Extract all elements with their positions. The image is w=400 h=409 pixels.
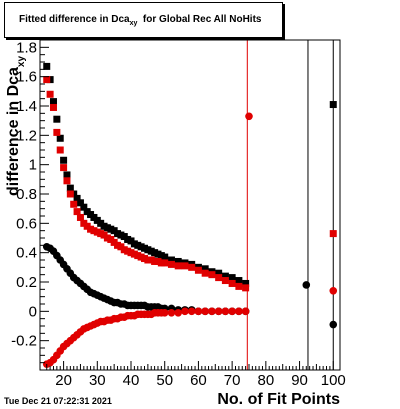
series-2-point-43 xyxy=(215,274,223,282)
series-2-point-3 xyxy=(53,128,61,136)
series-0-point-43 xyxy=(215,269,223,277)
series-0-point-4 xyxy=(56,134,64,142)
series-2-point-44 xyxy=(221,277,229,285)
chart-title: Fitted difference in Dcaxy for Global Re… xyxy=(19,14,262,27)
timestamp: Tue Dec 21 07:22:31 2021 xyxy=(4,396,112,406)
x-tick-label-2: 40 xyxy=(123,372,140,389)
y-tick-label-9: 1.6 xyxy=(16,69,37,86)
series-3-point-45 xyxy=(228,307,236,316)
series-2-point-9 xyxy=(73,208,81,216)
series-0-point-35 xyxy=(161,253,169,261)
y-tick-label-10: 1.8 xyxy=(16,39,37,56)
series-2-point-0 xyxy=(43,76,51,84)
y-tick-label-8: 1.4 xyxy=(16,98,37,115)
y-tick-label-5: 0.8 xyxy=(16,186,37,203)
series-3-point-47 xyxy=(241,307,250,316)
series-3-point-46 xyxy=(235,307,243,316)
series-2-point-42 xyxy=(208,271,216,279)
series-2-point-5 xyxy=(60,164,68,172)
x-tick-label-1: 30 xyxy=(89,372,106,389)
series-3-point-44 xyxy=(221,307,230,316)
x-tick-label-3: 50 xyxy=(156,372,173,389)
x-tick-label-4: 60 xyxy=(190,372,207,389)
series-2-point-38 xyxy=(181,262,189,270)
series-2-point-10 xyxy=(76,213,84,221)
series-3-point-35 xyxy=(160,309,169,317)
series-0-point-48 xyxy=(329,101,337,109)
series-3-point-49 xyxy=(329,287,338,295)
series-2-point-47 xyxy=(242,284,250,292)
series-0-point-9 xyxy=(73,194,81,202)
y-tick-label-0: -0.2 xyxy=(11,333,37,350)
series-0-point-10 xyxy=(76,199,84,207)
series-3-point-38 xyxy=(181,307,189,316)
series-0-point-2 xyxy=(49,98,57,106)
series-3-point-42 xyxy=(208,307,216,316)
series-3-point-37 xyxy=(174,309,183,317)
x-tick-label-0: 20 xyxy=(55,372,72,389)
x-tick-label-8: 100 xyxy=(321,372,346,389)
series-0-point-46 xyxy=(235,277,243,285)
series-0-point-7 xyxy=(66,184,74,192)
series-2-point-7 xyxy=(66,190,74,198)
y-tick-label-3: 0.4 xyxy=(16,245,37,262)
y-tick-label-6: 1 xyxy=(29,157,37,174)
title-box: Fitted difference in Dcaxy for Global Re… xyxy=(4,2,283,38)
series-3-point-41 xyxy=(201,307,209,316)
axis-tick-labels: 20 30 40 50 60 70 80 90 100 -0.2 0 0.2 0.4 0.6 0.8 1 1.2… xyxy=(11,39,346,389)
series-0-point-5 xyxy=(60,156,68,164)
series-2-point-41 xyxy=(201,269,209,277)
plot-frame xyxy=(39,39,341,371)
series-2-point-35 xyxy=(161,259,169,267)
data-markers xyxy=(42,62,338,368)
axis-ticks xyxy=(40,39,334,371)
series-2-point-48 xyxy=(329,230,337,238)
series-2-point-36 xyxy=(167,260,175,268)
y-tick-label-1: 0 xyxy=(29,303,37,320)
series-2-point-46 xyxy=(235,282,243,290)
series-0-point-44 xyxy=(221,272,229,280)
series-2-point-39 xyxy=(188,263,196,271)
series-2-point-1 xyxy=(46,90,54,98)
vertical-lines xyxy=(246,40,334,370)
series-0-point-3 xyxy=(53,115,61,123)
series-0-point-45 xyxy=(228,274,236,282)
series-0-point-36 xyxy=(167,256,175,264)
x-tick-label-7: 90 xyxy=(291,372,308,389)
x-tick-label-5: 70 xyxy=(224,372,241,389)
series-0-point-0 xyxy=(43,62,51,70)
series-2-point-8 xyxy=(70,200,78,208)
series-3-point-48 xyxy=(245,112,253,121)
series-0-point-47 xyxy=(242,279,250,287)
series-2-point-45 xyxy=(228,279,236,287)
x-tick-label-6: 80 xyxy=(257,372,274,389)
series-2-point-4 xyxy=(56,146,64,154)
series-2-point-6 xyxy=(63,177,71,185)
series-0-point-41 xyxy=(201,265,209,273)
series-1-point-48 xyxy=(302,281,311,289)
x-axis-label: No. of Fit Points xyxy=(217,391,340,408)
series-3-point-43 xyxy=(214,307,223,316)
series-1-point-49 xyxy=(329,320,338,329)
series-0-point-11 xyxy=(80,203,88,211)
series-3-point-39 xyxy=(187,307,196,316)
series-2-point-2 xyxy=(49,103,57,111)
series-3-point-40 xyxy=(194,307,203,316)
series-2-point-40 xyxy=(194,266,202,274)
series-0-point-37 xyxy=(174,257,182,265)
y-tick-label-4: 0.6 xyxy=(16,215,37,232)
y-tick-label-7: 1.2 xyxy=(16,127,37,144)
series-3-point-36 xyxy=(167,309,176,317)
y-tick-label-2: 0.2 xyxy=(16,274,37,291)
y-axis-label: difference in Dcaxy xyxy=(5,56,27,196)
series-2-point-37 xyxy=(174,262,182,270)
series-0-point-6 xyxy=(63,171,71,179)
